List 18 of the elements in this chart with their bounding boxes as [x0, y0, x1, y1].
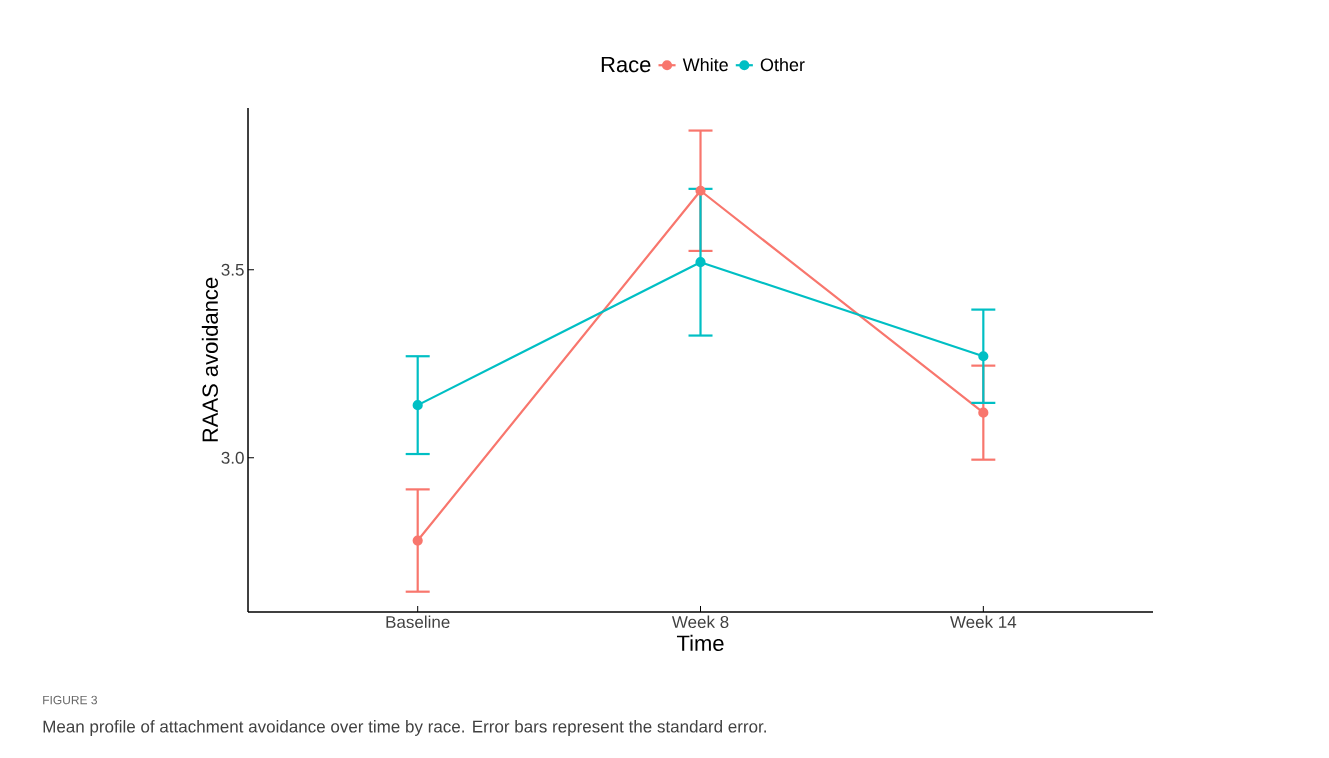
legend-title: Race [601, 56, 651, 73]
y-tick-label: 3.0 [221, 451, 244, 464]
x-tick-label: Week 14 [950, 615, 1017, 629]
text: Mean profile of attachment avoidance over time by race. Error bars represent the standard error. [43, 720, 766, 736]
point [978, 351, 989, 362]
caption: FIGURE 3 [43, 695, 98, 705]
point [978, 407, 989, 418]
point [412, 535, 423, 546]
x-tick-label: Baseline [386, 615, 450, 629]
legend-label: White [682, 57, 728, 72]
x-tick-label: Week 8 [671, 615, 729, 629]
point [412, 400, 423, 411]
point [695, 257, 706, 268]
y-tick-label: 3.5 [221, 263, 244, 276]
x-axis-title: Time [676, 634, 724, 652]
point [695, 185, 706, 196]
y-axis-title: RAAS avoidance [201, 277, 218, 442]
legend-label: Other [760, 57, 805, 72]
